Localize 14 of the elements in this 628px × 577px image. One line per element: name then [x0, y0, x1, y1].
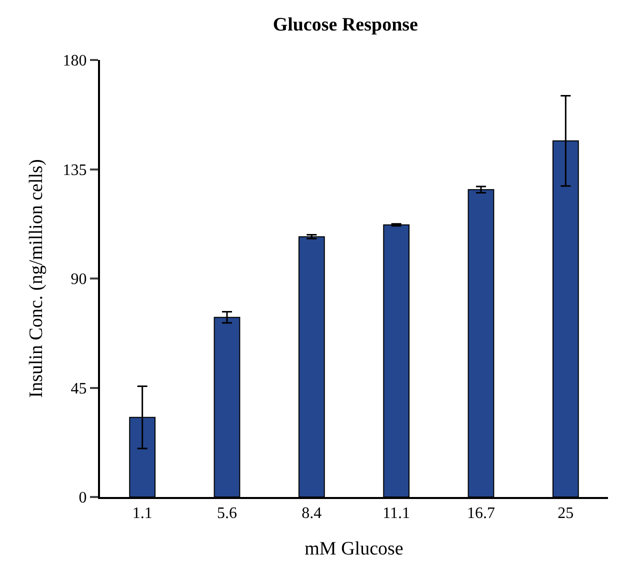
x-tick-label: 5.6: [217, 505, 237, 522]
y-tick-label: 0: [78, 490, 87, 507]
x-axis-title: mM Glucose: [304, 538, 404, 560]
x-tick-label: 1.1: [132, 505, 152, 522]
y-tick-label: 180: [62, 52, 87, 70]
x-tick-label: 25: [558, 505, 574, 522]
y-tick-label: 135: [62, 162, 87, 179]
x-tick-label: 11.1: [382, 505, 410, 522]
y-tick-label: 45: [70, 380, 87, 398]
x-tick-label: 8.4: [302, 505, 322, 522]
x-tick-label: 16.7: [467, 505, 495, 522]
y-axis-title: Insulin Conc. (ng/million cells): [26, 159, 48, 398]
y-tick-label: 90: [70, 271, 87, 288]
chart-title: Glucose Response: [272, 14, 418, 36]
